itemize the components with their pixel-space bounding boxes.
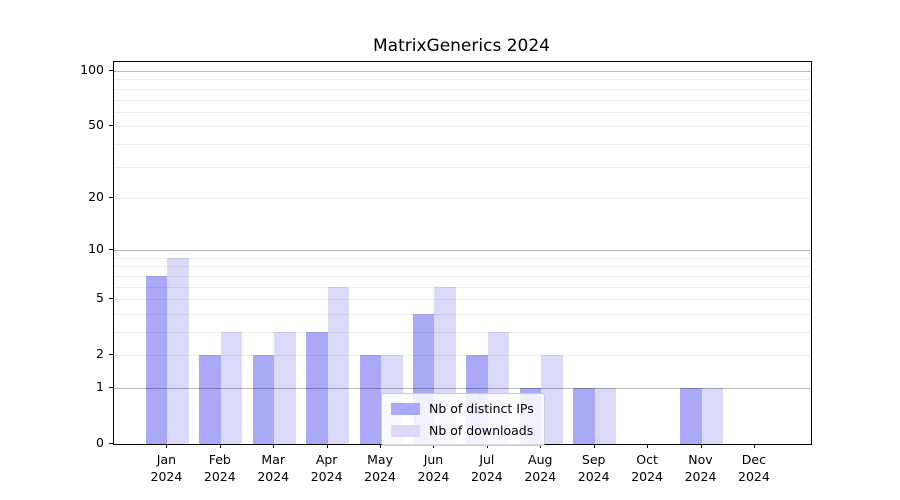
x-tick	[540, 444, 542, 448]
x-tick-label: Dec 2024	[738, 452, 770, 484]
bar-distinct-ips	[252, 355, 275, 444]
y-tick	[109, 298, 113, 300]
gridline-minor	[114, 257, 811, 259]
gridline-major	[114, 387, 811, 389]
x-tick	[273, 444, 275, 448]
x-tick	[486, 444, 488, 448]
y-tick	[109, 386, 113, 388]
gridline-minor	[114, 197, 811, 199]
gridline-minor	[114, 126, 811, 128]
x-tick	[593, 444, 595, 448]
x-tick-label: Apr 2024	[310, 452, 343, 484]
y-tick-label: 2	[96, 346, 104, 362]
y-tick-label: 100	[80, 62, 104, 78]
legend-swatch-distinct-ips	[391, 402, 420, 415]
legend-swatch-downloads	[391, 424, 420, 437]
y-tick-label: 5	[96, 290, 104, 306]
legend-row: Nb of distinct IPs	[391, 401, 534, 416]
x-tick	[380, 444, 382, 448]
x-tick-label: Oct 2024	[631, 452, 663, 484]
bar-downloads	[594, 388, 617, 444]
gridline-minor	[114, 331, 811, 333]
gridline-minor	[114, 355, 811, 357]
x-tick-label: May 2024	[364, 452, 396, 484]
bar-distinct-ips	[573, 388, 595, 444]
legend-label: Nb of distinct IPs	[429, 401, 534, 416]
x-tick-label: Jul 2024	[470, 452, 503, 484]
y-tick	[109, 70, 113, 72]
gridline-major	[114, 250, 811, 252]
x-tick-label: Jun 2024	[417, 452, 450, 484]
bar-downloads	[701, 388, 723, 444]
x-tick-label: Aug 2024	[524, 452, 557, 484]
gridline-minor	[114, 143, 811, 145]
bar-distinct-ips	[145, 275, 168, 444]
gridline-minor	[114, 111, 811, 113]
gridline-minor	[114, 313, 811, 315]
gridline-minor	[114, 266, 811, 268]
bar-distinct-ips	[199, 355, 221, 444]
bar-distinct-ips	[306, 331, 328, 444]
gridline-major	[114, 71, 811, 73]
y-tick	[109, 125, 113, 127]
x-tick-label: Mar 2024	[257, 452, 290, 484]
x-tick	[166, 444, 168, 448]
bar-downloads	[220, 331, 243, 444]
y-tick-label: 50	[88, 117, 104, 133]
chart-title: MatrixGenerics 2024	[373, 36, 550, 56]
bar-downloads	[167, 257, 189, 444]
gridline-minor	[114, 99, 811, 101]
x-tick	[433, 444, 435, 448]
y-tick-label: 1	[96, 378, 104, 394]
x-tick	[326, 444, 328, 448]
plot-area	[113, 61, 812, 445]
gridline-minor	[114, 88, 811, 90]
x-tick-label: Sep 2024	[577, 452, 610, 484]
y-tick-label: 0	[96, 435, 104, 450]
legend-row: Nb of downloads	[391, 423, 534, 438]
gridline-minor	[114, 286, 811, 288]
y-tick	[109, 196, 113, 198]
y-tick-label: 20	[88, 188, 104, 204]
y-tick	[109, 443, 113, 444]
x-tick	[700, 444, 702, 448]
x-tick	[753, 444, 755, 448]
x-tick-label: Jan 2024	[150, 452, 183, 484]
legend-label: Nb of downloads	[429, 423, 534, 438]
gridline-minor	[114, 275, 811, 277]
y-tick	[109, 354, 113, 356]
x-tick	[647, 444, 649, 448]
bar-downloads	[274, 331, 296, 444]
bar-downloads	[327, 286, 350, 444]
gridline-minor	[114, 299, 811, 301]
x-tick-label: Nov 2024	[684, 452, 717, 484]
gridline-minor	[114, 79, 811, 81]
bar-downloads	[541, 355, 563, 444]
y-tick-label: 10	[88, 241, 104, 257]
x-tick	[219, 444, 221, 448]
legend: Nb of distinct IPs Nb of downloads	[381, 393, 545, 446]
y-tick	[109, 249, 113, 251]
bar-distinct-ips	[680, 388, 702, 444]
bar-distinct-ips	[359, 355, 382, 444]
x-tick-label: Feb 2024	[203, 452, 236, 484]
gridline-minor	[114, 166, 811, 168]
